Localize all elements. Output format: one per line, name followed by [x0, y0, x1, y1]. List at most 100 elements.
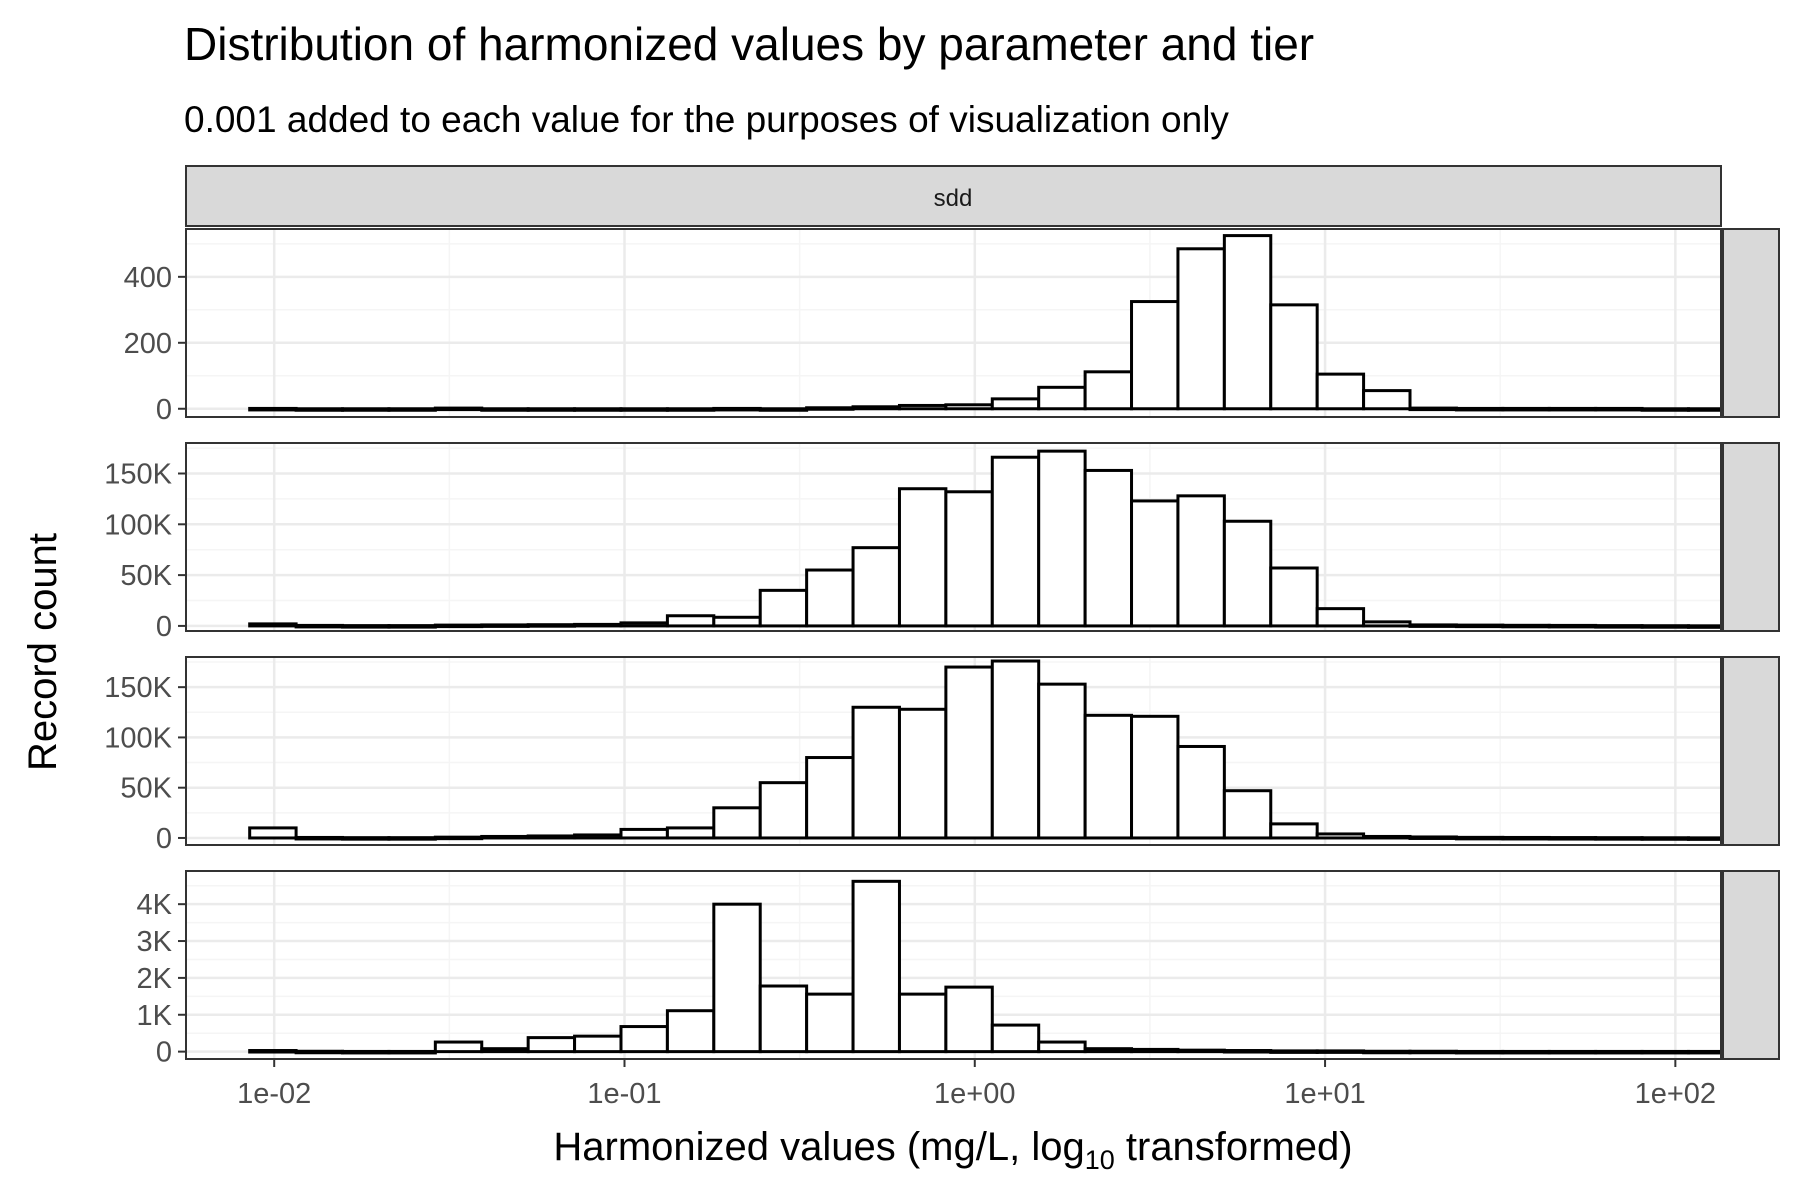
- histogram-bar: [1454, 1049, 1505, 1055]
- histogram-bar: [805, 756, 855, 840]
- histogram-bar: [480, 407, 530, 412]
- facet-panels: 0200400Restrictive (Tier 0)050K100K150KN…: [104, 228, 1780, 1069]
- histogram-bar: [897, 707, 948, 840]
- facet-panel-2: 050K100K150KNarrowed (Tier 1): [104, 442, 1780, 643]
- y-tick-label: 150K: [104, 458, 172, 490]
- panel-border: [185, 442, 1722, 632]
- histogram-bar: [1408, 1049, 1458, 1055]
- histogram-bar: [712, 806, 762, 840]
- histogram-bar: [1594, 406, 1644, 412]
- histogram-bar: [1130, 1047, 1180, 1054]
- histogram-bar: [805, 992, 855, 1054]
- histogram-bar: [665, 614, 716, 628]
- histogram-bar: [1222, 234, 1273, 411]
- y-tick-label: 150K: [104, 672, 172, 704]
- histogram-bar: [758, 588, 809, 628]
- x-axis: 1e-02 1e-01 1e+00 1e+01 1e+02: [237, 1059, 1716, 1110]
- histogram-bar: [1269, 303, 1319, 411]
- histogram-bar: [433, 1040, 484, 1054]
- histogram-bar: [758, 984, 809, 1054]
- histogram-bar: [1222, 519, 1273, 628]
- x-axis-title-main: Harmonized values (mg/L, log: [553, 1125, 1084, 1169]
- histogram-bar: [294, 623, 345, 629]
- histogram-bar: [619, 407, 669, 412]
- histogram-bar: [526, 407, 577, 412]
- histogram-bar: [1037, 449, 1087, 628]
- histogram-bar: [990, 1023, 1041, 1054]
- histogram-bar: [1315, 832, 1366, 840]
- histogram-bar: [387, 407, 437, 412]
- y-tick-label: 1K: [137, 1000, 173, 1032]
- histogram-bar: [1454, 406, 1505, 412]
- histogram-bar: [1594, 836, 1644, 841]
- histogram-bar: [1501, 623, 1551, 629]
- histogram-bar: [897, 403, 948, 411]
- histogram-bar: [990, 397, 1041, 411]
- histogram-bar: [944, 665, 994, 840]
- histogram-bar: [433, 623, 484, 629]
- histogram-bar: [387, 624, 437, 629]
- histogram-bar: [387, 836, 437, 841]
- panel-border: [185, 870, 1722, 1060]
- histogram-bar: [897, 487, 948, 628]
- histogram-bar: [1130, 499, 1180, 628]
- histogram-bar: [526, 623, 577, 628]
- histogram-bar: [851, 705, 901, 840]
- histogram-bar: [1501, 835, 1551, 841]
- histogram-bar: [619, 621, 669, 628]
- histogram-bar: [248, 622, 298, 628]
- histogram-bar: [1315, 607, 1366, 628]
- histogram-bar: [294, 407, 345, 412]
- histogram-bar: [1640, 407, 1690, 412]
- histogram-bar: [1037, 1040, 1087, 1054]
- histogram-bar: [944, 985, 994, 1054]
- row-strip: [1722, 442, 1780, 632]
- histogram-bar: [1594, 1049, 1644, 1055]
- histogram-bar: [1315, 1049, 1366, 1054]
- histogram-bar: [805, 568, 855, 628]
- histogram-bar: [294, 1049, 345, 1055]
- histogram-bar: [619, 1025, 669, 1054]
- histogram-bar: [944, 403, 994, 411]
- histogram-bar: [1408, 406, 1458, 412]
- y-tick-label: 0: [156, 394, 172, 426]
- histogram-bar: [712, 902, 762, 1054]
- histogram-bar: [665, 1009, 716, 1054]
- x-axis-title-tail: transformed): [1115, 1125, 1353, 1169]
- histogram-bar: [1408, 835, 1458, 840]
- histogram-bar: [1176, 744, 1226, 840]
- histogram-bar: [1362, 389, 1412, 411]
- histogram-bar: [1640, 836, 1690, 841]
- histogram-bar: [341, 407, 391, 412]
- histogram-bar: [1269, 1049, 1319, 1054]
- y-tick-label: 2K: [137, 963, 173, 995]
- histogram-bar: [1408, 623, 1458, 628]
- row-strip: [1722, 870, 1780, 1060]
- x-tick-label: 1e-01: [587, 1078, 661, 1110]
- histogram-bar: [1083, 370, 1134, 411]
- histogram-bar: [1362, 1049, 1412, 1055]
- histogram-bar: [1269, 566, 1319, 628]
- histogram-bar: [1547, 836, 1598, 841]
- histogram-bar: [1083, 468, 1134, 628]
- histogram-bar: [1083, 713, 1134, 840]
- histogram-bar: [758, 407, 809, 412]
- histogram-bar: [341, 836, 391, 841]
- histogram-bar: [1222, 789, 1273, 840]
- histogram-bar: [341, 624, 391, 629]
- y-tick-label: 0: [156, 1037, 172, 1069]
- histogram-bar: [851, 879, 901, 1054]
- histogram-bar: [619, 827, 669, 840]
- histogram-bar: [1547, 1049, 1598, 1055]
- chart-subtitle: 0.001 added to each value for the purpos…: [184, 99, 1229, 140]
- histogram-bar: [990, 659, 1041, 840]
- histogram-bar: [1547, 406, 1598, 412]
- histogram-bar: [480, 623, 530, 628]
- histogram-bar: [248, 1049, 298, 1054]
- histogram-bar: [1454, 835, 1505, 841]
- histogram-bar: [1176, 494, 1226, 628]
- histogram-bar: [805, 406, 855, 411]
- histogram-bar: [1640, 1049, 1690, 1055]
- facet-panel-3: 050K100K150KInclusive (Tier 2): [104, 656, 1780, 855]
